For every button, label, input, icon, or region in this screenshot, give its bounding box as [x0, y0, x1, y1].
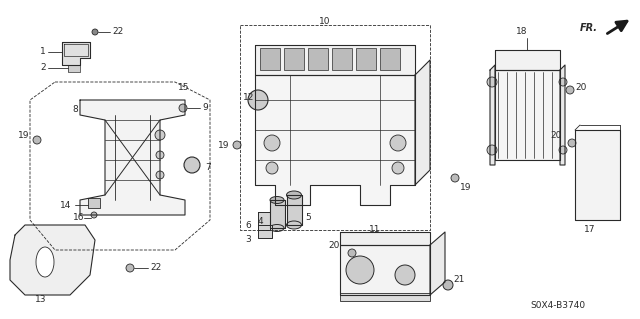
Text: 19: 19: [460, 183, 472, 192]
Circle shape: [487, 145, 497, 155]
Polygon shape: [255, 75, 415, 205]
Text: 21: 21: [453, 276, 465, 285]
Text: 14: 14: [60, 201, 72, 210]
Circle shape: [126, 264, 134, 272]
Circle shape: [443, 280, 453, 290]
Circle shape: [348, 249, 356, 257]
Polygon shape: [495, 50, 560, 70]
Text: 12: 12: [243, 93, 254, 101]
Circle shape: [346, 256, 374, 284]
Polygon shape: [80, 100, 185, 215]
Circle shape: [487, 77, 497, 87]
Text: 18: 18: [516, 27, 528, 36]
Text: S0X4-B3740: S0X4-B3740: [530, 300, 585, 309]
Polygon shape: [415, 60, 430, 185]
Circle shape: [559, 78, 567, 86]
Circle shape: [390, 135, 406, 151]
Circle shape: [233, 141, 241, 149]
Circle shape: [91, 212, 97, 218]
Bar: [332, 48, 352, 70]
Bar: [308, 48, 328, 70]
Polygon shape: [340, 232, 430, 245]
Polygon shape: [340, 245, 430, 295]
Ellipse shape: [287, 191, 301, 199]
Text: 17: 17: [584, 226, 596, 234]
Circle shape: [392, 162, 404, 174]
Text: 5: 5: [305, 213, 311, 222]
Circle shape: [568, 139, 576, 147]
Text: 10: 10: [319, 18, 331, 26]
Text: 1: 1: [40, 48, 45, 56]
Circle shape: [248, 90, 268, 110]
Circle shape: [156, 171, 164, 179]
Circle shape: [184, 157, 200, 173]
Polygon shape: [287, 195, 302, 225]
Text: 11: 11: [369, 226, 381, 234]
Text: 6: 6: [245, 221, 251, 231]
Polygon shape: [560, 65, 565, 165]
Circle shape: [451, 174, 459, 182]
Polygon shape: [495, 70, 560, 160]
Text: 22: 22: [150, 263, 161, 272]
Text: 16: 16: [73, 213, 84, 222]
Text: 19: 19: [218, 140, 230, 150]
Text: 19: 19: [18, 130, 29, 139]
Polygon shape: [10, 225, 95, 295]
Text: 4: 4: [258, 218, 264, 226]
Bar: [380, 48, 400, 70]
Ellipse shape: [36, 247, 54, 277]
Polygon shape: [68, 65, 80, 72]
Text: 2: 2: [40, 63, 45, 72]
Circle shape: [395, 265, 415, 285]
Text: 20: 20: [550, 130, 562, 139]
Ellipse shape: [270, 197, 284, 204]
Ellipse shape: [287, 221, 301, 229]
Circle shape: [264, 135, 280, 151]
Circle shape: [92, 29, 98, 35]
Text: 8: 8: [72, 106, 77, 115]
Text: 7: 7: [205, 164, 211, 173]
Text: FR.: FR.: [580, 23, 598, 33]
Bar: [284, 48, 304, 70]
Circle shape: [33, 136, 41, 144]
Circle shape: [156, 151, 164, 159]
Text: 20: 20: [328, 241, 340, 249]
Text: 13: 13: [35, 295, 47, 305]
Polygon shape: [88, 198, 100, 208]
Text: 15: 15: [178, 84, 189, 93]
Polygon shape: [255, 45, 415, 75]
Polygon shape: [62, 42, 90, 65]
Circle shape: [155, 130, 165, 140]
Bar: [260, 48, 280, 70]
Polygon shape: [270, 200, 285, 228]
Circle shape: [559, 146, 567, 154]
Text: 20: 20: [575, 84, 586, 93]
Circle shape: [266, 162, 278, 174]
Circle shape: [566, 86, 574, 94]
Polygon shape: [430, 232, 445, 295]
Text: 22: 22: [112, 27, 124, 36]
Polygon shape: [575, 130, 620, 220]
Text: 3: 3: [245, 235, 251, 244]
Polygon shape: [258, 212, 270, 230]
Polygon shape: [490, 65, 495, 165]
Circle shape: [179, 104, 187, 112]
Text: 9: 9: [202, 103, 208, 113]
Ellipse shape: [270, 225, 284, 232]
Bar: [356, 48, 376, 70]
Bar: [340, 293, 430, 301]
Polygon shape: [258, 225, 272, 238]
